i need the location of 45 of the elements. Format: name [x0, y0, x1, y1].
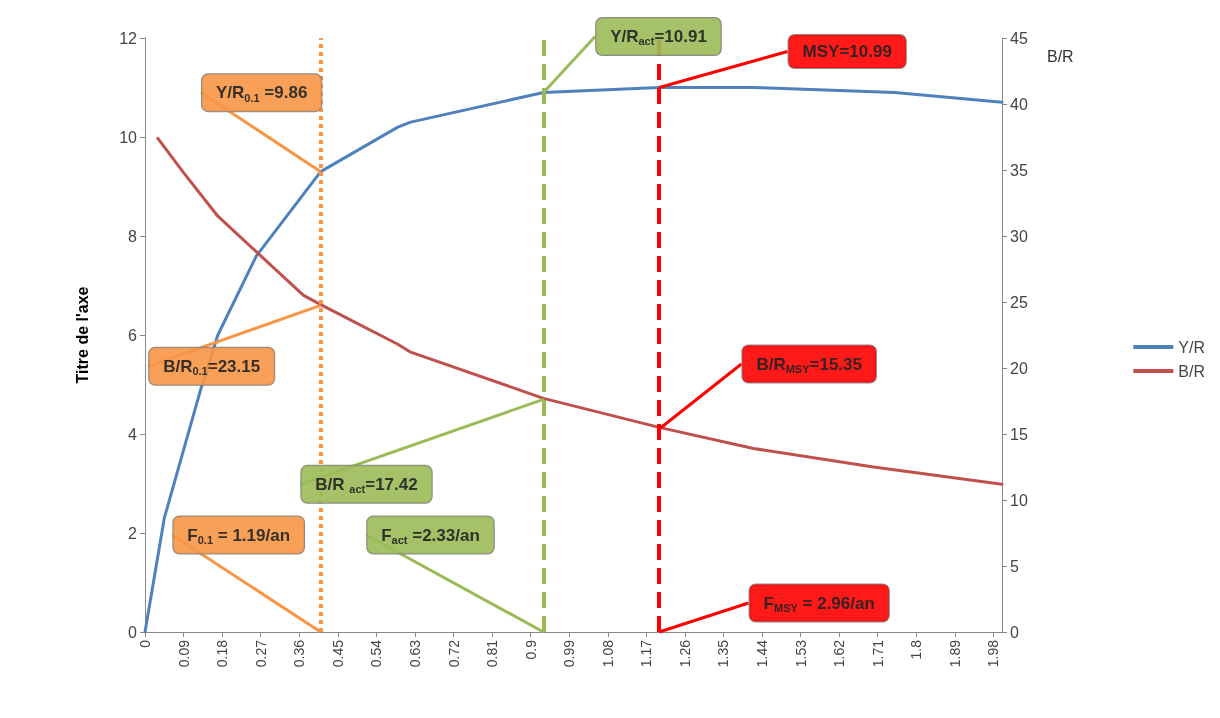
- y2-tick-label: 40: [1010, 95, 1028, 113]
- x-tick-label: 1.44: [754, 639, 771, 668]
- y2-tick-label: 35: [1010, 161, 1028, 179]
- y-tick-label: 4: [128, 425, 138, 443]
- x-tick-label: 0.54: [368, 639, 385, 668]
- y-axis-title: Titre de l'axe: [73, 286, 91, 384]
- x-tick-label: 1.62: [831, 639, 848, 668]
- legend-label: B/R: [1178, 362, 1205, 380]
- x-tick-label: 0.81: [484, 639, 501, 668]
- x-tick-label: 0.36: [291, 639, 308, 668]
- legend-label: Y/R: [1178, 338, 1205, 356]
- y-tick-label: 6: [128, 326, 138, 344]
- x-tick-label: 1.89: [946, 639, 963, 668]
- x-tick-label: 0.27: [252, 639, 269, 668]
- y-tick-label: 10: [119, 128, 138, 146]
- y2-axis-title: B/R: [1047, 47, 1074, 65]
- annotation: MSY=10.99: [802, 42, 892, 61]
- x-tick-label: 1.35: [715, 639, 732, 668]
- y2-tick-label: 0: [1010, 623, 1019, 641]
- y-tick-label: 12: [119, 29, 138, 47]
- x-tick-label: 0.09: [175, 639, 192, 668]
- x-tick-label: 0.9: [522, 639, 539, 660]
- x-tick-label: 1.98: [985, 639, 1002, 668]
- y2-tick-label: 15: [1010, 425, 1028, 443]
- x-tick-label: 1.17: [638, 639, 655, 668]
- y-tick-label: 8: [128, 227, 138, 245]
- x-tick-label: 1.71: [869, 639, 886, 668]
- x-tick-label: 1.26: [676, 639, 693, 668]
- y2-tick-label: 45: [1010, 29, 1028, 47]
- y2-tick-label: 5: [1010, 557, 1019, 575]
- x-tick-label: 0.63: [406, 639, 423, 668]
- y-tick-label: 0: [128, 623, 138, 641]
- x-tick-label: 0.45: [329, 639, 346, 668]
- x-tick-label: 0: [137, 639, 153, 648]
- x-tick-label: 0.18: [214, 639, 231, 668]
- x-tick-label: 0.72: [445, 639, 462, 668]
- x-tick-label: 0.99: [561, 639, 578, 668]
- y2-tick-label: 25: [1010, 293, 1028, 311]
- x-tick-label: 1.53: [792, 639, 809, 668]
- x-tick-label: 1.08: [599, 639, 616, 668]
- x-tick-label: 1.8: [908, 639, 925, 660]
- y2-tick-label: 20: [1010, 359, 1028, 377]
- y-tick-label: 2: [128, 524, 138, 542]
- y2-tick-label: 30: [1010, 227, 1028, 245]
- y2-tick-label: 10: [1010, 491, 1028, 509]
